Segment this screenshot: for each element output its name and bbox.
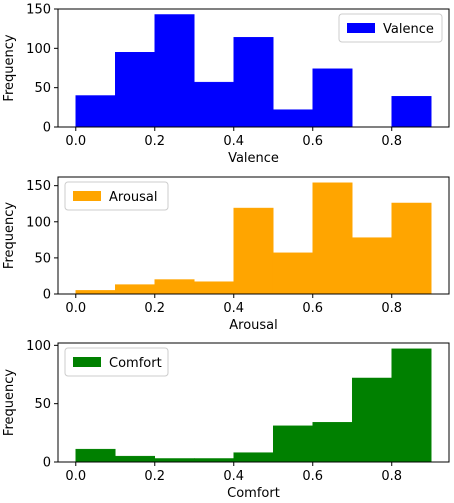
histogram-panels: 0.0 0.2 0.4 0.6 0.8 0 50 100 150 Valence Frequency… bbox=[2, 3, 450, 501]
comfort-bar bbox=[312, 422, 353, 463]
valence-histogram: 0.0 0.2 0.4 0.6 0.8 0 50 100 150 Valence Frequency… bbox=[2, 3, 450, 166]
arousal-legend-label: Arousal bbox=[109, 190, 158, 205]
comfort-y-axis-label: Frequency bbox=[2, 369, 17, 436]
valence-legend-box bbox=[338, 13, 443, 43]
valence-x-tick-label: 0.2 bbox=[144, 134, 165, 149]
valence-x-tick-label: 0.8 bbox=[381, 134, 402, 149]
arousal-x-axis-label: Arousal bbox=[229, 318, 278, 333]
valence-bar bbox=[194, 81, 235, 128]
valence-y-tick-label: 150 bbox=[26, 3, 51, 18]
arousal-x-tick-label: 0.8 bbox=[381, 301, 402, 316]
comfort-bar bbox=[194, 458, 235, 463]
valence-x-tick-label: 0.0 bbox=[65, 134, 86, 149]
arousal-bar bbox=[154, 279, 195, 295]
valence-bar bbox=[312, 68, 353, 128]
valence-bar bbox=[154, 14, 195, 128]
comfort-x-tick-label: 0.8 bbox=[381, 469, 402, 484]
valence-x-tick-label: 0.4 bbox=[223, 134, 244, 149]
valence-legend-label: Valence bbox=[383, 22, 434, 37]
comfort-x-tick-label: 0.0 bbox=[65, 469, 86, 484]
arousal-bar bbox=[391, 202, 432, 295]
comfort-bar bbox=[391, 348, 432, 463]
comfort-bar bbox=[351, 377, 392, 463]
valence-legend-swatch bbox=[347, 23, 375, 33]
comfort-legend-swatch bbox=[73, 357, 101, 367]
comfort-x-tick-label: 0.4 bbox=[223, 469, 244, 484]
arousal-axes-frame bbox=[57, 176, 450, 295]
valence-x-axis-label: Valence bbox=[228, 151, 279, 166]
arousal-legend: Arousal bbox=[64, 181, 169, 211]
arousal-bar bbox=[312, 182, 353, 295]
comfort-y-tick-label: 100 bbox=[26, 339, 51, 354]
comfort-x-tick-label: 0.2 bbox=[144, 469, 165, 484]
arousal-bar bbox=[272, 252, 313, 295]
comfort-bar bbox=[233, 452, 274, 463]
comfort-x-axis-label: Comfort bbox=[227, 486, 280, 501]
valence-y-axis-label: Frequency bbox=[2, 34, 17, 101]
valence-bar bbox=[391, 96, 432, 128]
valence-axes-frame bbox=[57, 8, 450, 128]
comfort-histogram: 0.0 0.2 0.4 0.6 0.8 0 50 100 Comfort Frequency Com… bbox=[2, 339, 450, 501]
comfort-y-tick-label: 50 bbox=[34, 397, 51, 412]
comfort-bar bbox=[115, 455, 156, 463]
comfort-legend-label: Comfort bbox=[109, 356, 162, 371]
comfort-bar bbox=[154, 458, 195, 463]
comfort-bar bbox=[272, 425, 313, 463]
arousal-x-tick-label: 0.6 bbox=[302, 301, 323, 316]
arousal-bar bbox=[233, 207, 274, 295]
arousal-histogram: 0.0 0.2 0.4 0.6 0.8 0 50 100 150 Arousal Frequency… bbox=[2, 176, 450, 333]
valence-y-tick-label: 100 bbox=[26, 42, 51, 57]
arousal-y-tick-label: 50 bbox=[34, 251, 51, 266]
valence-x-tick-label: 0.6 bbox=[302, 134, 323, 149]
arousal-x-tick-label: 0.2 bbox=[144, 301, 165, 316]
valence-bar bbox=[115, 52, 156, 128]
comfort-legend-box bbox=[64, 347, 169, 377]
valence-bar bbox=[75, 95, 116, 128]
valence-bar bbox=[272, 109, 313, 128]
arousal-y-axis-label: Frequency bbox=[2, 202, 17, 269]
arousal-bar bbox=[75, 290, 116, 295]
comfort-axes-frame bbox=[57, 342, 450, 463]
arousal-y-tick-label: 150 bbox=[26, 179, 51, 194]
arousal-legend-box bbox=[64, 181, 169, 211]
arousal-x-tick-label: 0.0 bbox=[65, 301, 86, 316]
arousal-bar bbox=[194, 281, 235, 295]
arousal-legend-swatch bbox=[73, 191, 101, 201]
comfort-y-tick-label: 0 bbox=[43, 456, 51, 471]
arousal-y-tick-label: 0 bbox=[43, 288, 51, 303]
comfort-bar bbox=[75, 448, 116, 463]
arousal-bar bbox=[115, 284, 156, 295]
valence-bar bbox=[233, 37, 274, 128]
arousal-y-tick-label: 100 bbox=[26, 215, 51, 230]
arousal-bar bbox=[351, 237, 392, 295]
valence-y-tick-label: 0 bbox=[43, 121, 51, 136]
comfort-x-tick-label: 0.6 bbox=[302, 469, 323, 484]
arousal-x-tick-label: 0.4 bbox=[223, 301, 244, 316]
valence-y-tick-label: 50 bbox=[34, 81, 51, 96]
comfort-legend: Comfort bbox=[64, 347, 169, 377]
valence-legend: Valence bbox=[338, 13, 443, 43]
